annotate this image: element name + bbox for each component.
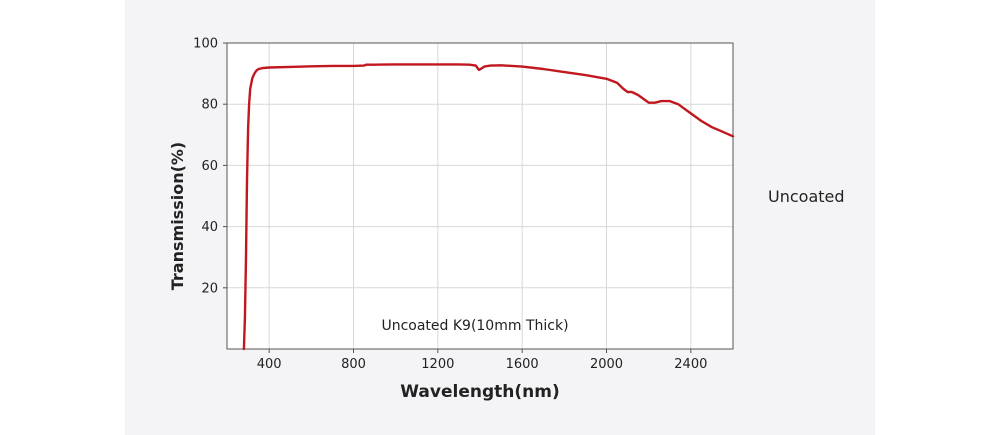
plot-frame [226, 42, 734, 350]
y-tick-label: 60 [201, 159, 218, 174]
plot-area [227, 43, 733, 349]
chart-annotation: Uncoated K9(10mm Thick) [381, 318, 568, 334]
y-tick-label: 20 [201, 281, 218, 296]
y-tick-label: 100 [193, 37, 218, 52]
x-tick-label: 400 [257, 357, 282, 372]
x-tick-label: 1600 [506, 357, 539, 372]
x-tick-label: 1200 [421, 357, 454, 372]
x-tick-label: 2000 [590, 357, 623, 372]
x-axis-title: Wavelength(nm) [400, 382, 559, 402]
series-line-0 [242, 63, 735, 351]
x-tick-label: 800 [341, 357, 366, 372]
y-tick-label: 40 [201, 220, 218, 235]
side-label: Uncoated [768, 187, 845, 206]
y-axis-title: Transmission(%) [168, 142, 187, 290]
x-tick-label: 2400 [674, 357, 707, 372]
y-tick-label: 80 [201, 98, 218, 113]
